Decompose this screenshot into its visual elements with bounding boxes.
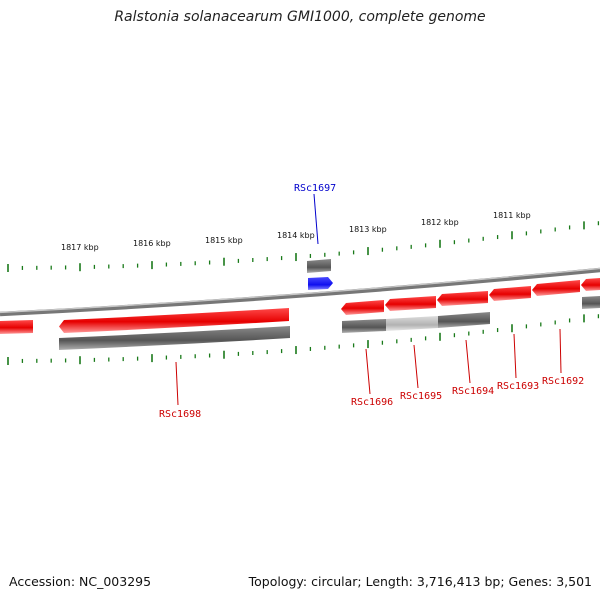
leader-line <box>313 193 319 245</box>
gene-label-rsc1692[interactable]: RSc1692 <box>542 376 584 387</box>
gene-arrow-rsc1695[interactable] <box>385 296 436 311</box>
gene-arrow-rsc1696[interactable] <box>341 300 384 315</box>
gene-label-rsc1693[interactable]: RSc1693 <box>497 381 539 392</box>
gene-track <box>0 278 600 334</box>
leader-line <box>413 344 419 389</box>
gene-arrow[interactable] <box>0 320 33 334</box>
scale-label: 1816 kbp <box>133 239 171 248</box>
gene-arrow-rsc1698[interactable] <box>59 308 289 333</box>
feature-bar[interactable] <box>307 259 331 273</box>
gene-leader-lines <box>175 193 562 406</box>
gene-arrow-rsc1694[interactable] <box>437 291 488 306</box>
scale-label: 1817 kbp <box>61 243 99 252</box>
feature-bar[interactable] <box>386 316 438 331</box>
feature-bar[interactable] <box>582 296 600 309</box>
scale-label: 1815 kbp <box>205 236 243 245</box>
scale-ticks-upper <box>7 221 600 272</box>
scale-label: 1811 kbp <box>493 211 531 220</box>
genome-summary-text: Topology: circular; Length: 3,716,413 bp… <box>248 574 592 589</box>
gene-arrow[interactable] <box>581 278 600 291</box>
gene-label-rsc1695[interactable]: RSc1695 <box>400 391 442 402</box>
genome-backbone-highlight <box>0 267 600 314</box>
accession-text: Accession: NC_003295 <box>9 574 152 589</box>
leader-line <box>559 328 562 374</box>
gene-label-rsc1694[interactable]: RSc1694 <box>452 386 494 397</box>
gene-label-rsc1698[interactable]: RSc1698 <box>159 409 201 420</box>
map-title: Ralstonia solanacearum GMI1000, complete… <box>114 9 486 25</box>
scale-ticks-lower <box>7 314 600 365</box>
scale-label: 1812 kbp <box>421 218 459 227</box>
leader-line <box>513 333 517 379</box>
gene-arrow-rsc1697[interactable] <box>308 277 333 290</box>
scale-label: 1813 kbp <box>349 225 387 234</box>
leader-line <box>365 348 371 395</box>
scale-labels: 1817 kbp 1816 kbp 1815 kbp 1814 kbp 1813… <box>61 211 531 252</box>
leader-line <box>175 361 179 406</box>
leader-line <box>465 339 471 384</box>
gene-label-rsc1697[interactable]: RSc1697 <box>294 183 336 194</box>
feature-bar[interactable] <box>342 319 386 333</box>
scale-label: 1814 kbp <box>277 231 315 240</box>
genome-backbone <box>0 267 600 317</box>
gene-labels: RSc1697 RSc1698 RSc1696 RSc1695 RSc1694 … <box>159 183 584 420</box>
feature-track-lower <box>59 296 600 350</box>
feature-bar[interactable] <box>438 312 490 328</box>
gene-arrow-rsc1692[interactable] <box>532 280 580 296</box>
gene-arrow-rsc1693[interactable] <box>489 286 531 301</box>
gene-label-rsc1696[interactable]: RSc1696 <box>351 397 393 408</box>
feature-bar[interactable] <box>59 326 290 350</box>
